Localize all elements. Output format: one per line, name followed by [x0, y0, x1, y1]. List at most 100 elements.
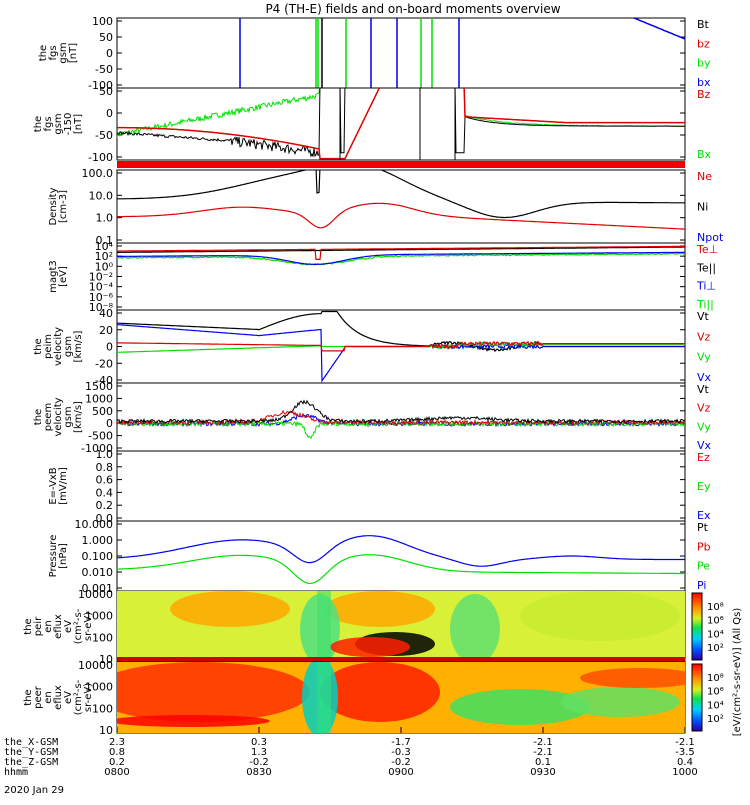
- legend-item: Vy: [697, 420, 711, 433]
- ytick-label: 1000: [85, 392, 113, 405]
- trace-pe: [117, 554, 685, 584]
- ylabel-line: [nPa]: [58, 543, 69, 569]
- ylabel-pressure: Pressure [nPa]: [48, 535, 69, 578]
- ylabel-fgs_bz: the fgs gsm -150 [nT]: [33, 113, 84, 136]
- ytick-label: 1.0: [96, 448, 114, 461]
- trace-vt: [117, 399, 685, 425]
- ylabel-efield: E=-VxB [mV/m]: [48, 467, 69, 505]
- axis-row-value: 0.1: [535, 757, 551, 768]
- ylabel-peer_spectrogram: the peer en eflux eV (cm²-s-sr-eV): [23, 679, 94, 715]
- panel-peim_velocity: the peim velocity gsm [km/s] 40 20 0 -20 -40 Vt Vz V…: [33, 307, 712, 387]
- colorbar-tick: 10⁴: [707, 700, 724, 711]
- axis-row-value: -3.5: [675, 747, 695, 758]
- ytick-label: 20: [99, 324, 113, 337]
- ytick-label: -100: [88, 79, 113, 92]
- legend-item: Ni: [697, 201, 708, 214]
- ylabel-line: eV: [63, 691, 74, 704]
- axis-row-label: hhmm: [4, 767, 28, 778]
- axis-row-value: -2.1: [675, 737, 695, 748]
- ylabel-line: en: [43, 620, 54, 633]
- axis-row-value: 0.3: [251, 737, 267, 748]
- panel-frame: [116, 169, 686, 244]
- spectrogram-blob: [450, 594, 500, 662]
- colorbar-label-text: [eV/(cm²-s-sr-eV)] (All Qs): [732, 608, 743, 737]
- ylabel-line: (cm²-s-: [73, 679, 84, 715]
- axis-row-label: the_Z-GSM: [4, 757, 58, 768]
- ylabel-line: the: [38, 45, 49, 61]
- ylabel-line: fgs: [48, 45, 59, 60]
- panel-traces: [117, 535, 685, 584]
- axis-row-value: 0800: [104, 767, 129, 778]
- legend-item: Vy: [697, 351, 711, 364]
- ytick-label: -20: [95, 357, 113, 370]
- legend-item: Ti⊥: [696, 280, 716, 293]
- ytick-label: 10: [99, 653, 113, 666]
- ylabel-temperature: magt3 [eV]: [48, 260, 69, 293]
- ytick-label: 10⁻⁸: [89, 301, 114, 314]
- spectrogram-blob: [560, 687, 680, 717]
- trace-bz: [117, 88, 685, 160]
- ytick-label: 0.1: [96, 234, 114, 247]
- legend-item: Npot: [697, 231, 724, 244]
- legend-item: bx: [697, 76, 711, 89]
- colorbar-tick: 10²: [707, 643, 724, 654]
- ylabel-line: [mV/m]: [58, 467, 69, 505]
- ylabel-line: [nT]: [68, 43, 79, 63]
- ylabel-line: velocity: [53, 327, 64, 366]
- ytick-label: 40: [99, 307, 113, 320]
- ylabel-peim_velocity: the peim velocity gsm [km/s]: [33, 327, 84, 366]
- ylabel-line: [km/s]: [73, 330, 84, 362]
- legend-item: Bt: [697, 18, 710, 31]
- panel-efield: E=-VxB [mV/m] 1.00.80.60.40.20.0 Ez Ey Ex: [48, 448, 711, 525]
- ytick-label: 100: [92, 15, 113, 28]
- ytick-label: 1000: [85, 610, 113, 623]
- legend-item: Vt: [697, 383, 710, 396]
- ylabel-line: velocity: [53, 397, 64, 436]
- ylabel-line: gsm: [53, 113, 64, 134]
- ylabel-line: -150: [63, 113, 74, 136]
- ylabel-line: [km/s]: [73, 401, 84, 433]
- trace-ti-par: [117, 252, 685, 266]
- ylabel-line: eV: [63, 620, 74, 633]
- panel-traces: [117, 245, 685, 266]
- ylabel-line: gsm: [63, 336, 74, 357]
- colorbar-label: [eV/(cm²-s-sr-eV)] (All Qs): [732, 608, 743, 737]
- panel-traces: [117, 88, 685, 160]
- spectrogram-band: [317, 662, 331, 733]
- ytick-label: 50: [99, 31, 113, 44]
- legend-item: Vz: [697, 402, 711, 415]
- axis-row-value: 2.3: [109, 737, 125, 748]
- legend-item: Ez: [697, 451, 710, 464]
- axis-row-value: 0.4: [677, 757, 693, 768]
- legend-item: Ex: [697, 509, 711, 522]
- ytick-label: -50: [95, 129, 113, 142]
- ytick-label: 0: [106, 47, 113, 60]
- axis-row-value: -1.7: [391, 737, 411, 748]
- axis-row-label: the_X-GSM: [4, 737, 58, 748]
- state-bar: [117, 161, 685, 168]
- ytick-label: -500: [88, 430, 113, 443]
- ylabel-line: E=-VxB: [48, 467, 59, 504]
- panel-frame: [116, 87, 686, 161]
- spectrogram-band: [317, 591, 331, 662]
- ytick-label: 10000: [78, 659, 113, 672]
- trace-ti-perp: [117, 251, 685, 265]
- ytick-label: 0.6: [96, 474, 114, 487]
- spectrogram-blob: [320, 662, 440, 722]
- axis-row-value: -2.1: [533, 737, 553, 748]
- ytick-label: 10000: [78, 588, 113, 601]
- panel-frame: [116, 450, 686, 522]
- legend-item: Bx: [697, 148, 712, 161]
- colorbar-tick: 10⁶: [707, 616, 724, 627]
- axis-row-value: 0900: [388, 767, 413, 778]
- legend-item: Vz: [697, 330, 711, 343]
- panel-fgs_bz: the fgs gsm -150 [nT] 50 0 -50 -100 Bz Bx: [33, 85, 712, 164]
- ytick-label: 100: [92, 631, 113, 644]
- ytick-label: -40: [95, 374, 113, 387]
- colorbar: [691, 592, 703, 661]
- panel-peir_spectrogram: the peir en eflux eV (cm²-s-sr-eV) 10000 1000 10…: [23, 588, 724, 666]
- ylabel-line: eflux: [53, 614, 64, 639]
- ylabel-line: peir: [33, 616, 44, 636]
- axis-row-value: 0830: [246, 767, 271, 778]
